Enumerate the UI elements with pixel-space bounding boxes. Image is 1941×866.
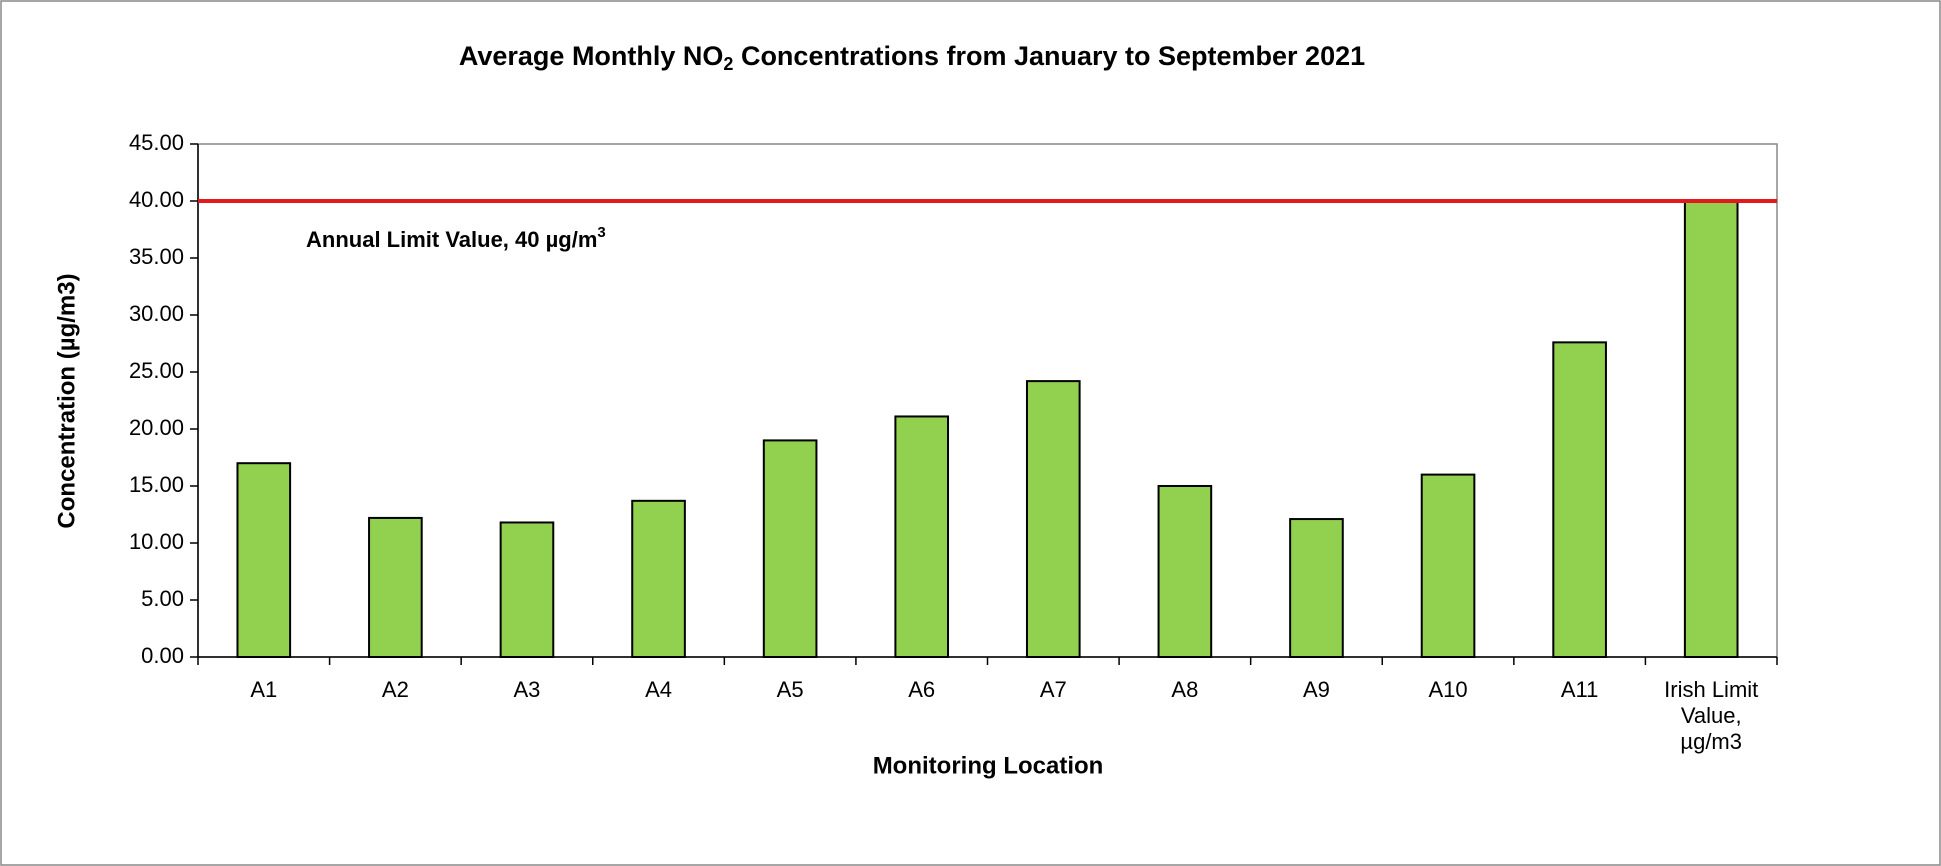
bar — [762, 439, 818, 658]
x-tick-label: A7 — [1040, 677, 1067, 702]
x-tick-label-line: µg/m3 — [1680, 729, 1742, 754]
x-tick-label: A6 — [908, 677, 935, 702]
bar — [236, 462, 292, 659]
y-tick-label: 5.00 — [141, 586, 184, 611]
y-tick-label: 45.00 — [129, 130, 184, 155]
x-tick-label: A8 — [1171, 677, 1198, 702]
title-subscript: 2 — [723, 54, 733, 74]
bar — [1683, 200, 1739, 658]
x-tick-label: A3 — [513, 677, 540, 702]
title-part: Concentrations from January to September… — [733, 41, 1365, 71]
y-tick-label: 15.00 — [129, 472, 184, 497]
y-tick-label: 10.00 — [129, 529, 184, 554]
bar — [1289, 518, 1344, 658]
chart-title: Average Monthly NO2 Concentrations from … — [459, 41, 1365, 74]
y-axis-label: Concentration (µg/m3) — [53, 273, 80, 528]
x-tick-label: A11 — [1561, 677, 1599, 702]
x-tick-label: Irish Limit Value, µg/m3 — [1664, 677, 1758, 754]
y-tick-label: 20.00 — [129, 415, 184, 440]
bar — [1420, 473, 1476, 658]
y-tick-label: 30.00 — [129, 301, 184, 326]
limit-annotation: Annual Limit Value, 40 µg/m3 — [306, 224, 606, 252]
bar — [1025, 380, 1081, 658]
annotation-superscript: 3 — [597, 224, 605, 241]
bar — [1157, 485, 1213, 658]
y-tick-label: 25.00 — [129, 358, 184, 383]
bar — [368, 516, 423, 658]
x-tick-label: A4 — [645, 677, 672, 702]
y-tick-label: 40.00 — [129, 187, 184, 212]
x-tick-label: A5 — [777, 677, 804, 702]
y-tick-label: 35.00 — [129, 244, 184, 269]
bar — [1552, 341, 1607, 658]
x-tick-label: A9 — [1303, 677, 1330, 702]
x-tick-label: A2 — [382, 677, 409, 702]
y-tick-label: 0.00 — [141, 643, 184, 668]
x-tick-label: A1 — [250, 677, 277, 702]
bar — [631, 499, 686, 658]
bar — [499, 521, 555, 658]
bar — [894, 415, 950, 658]
annotation-part: Annual Limit Value, 40 µg/m — [306, 227, 597, 252]
x-tick-label-line: Irish Limit — [1664, 677, 1758, 702]
title-part: Average Monthly NO — [459, 41, 724, 71]
x-axis-label: Monitoring Location — [873, 752, 1104, 779]
x-tick-label-line: Value, — [1681, 703, 1742, 728]
x-tick-label: A10 — [1428, 677, 1467, 702]
